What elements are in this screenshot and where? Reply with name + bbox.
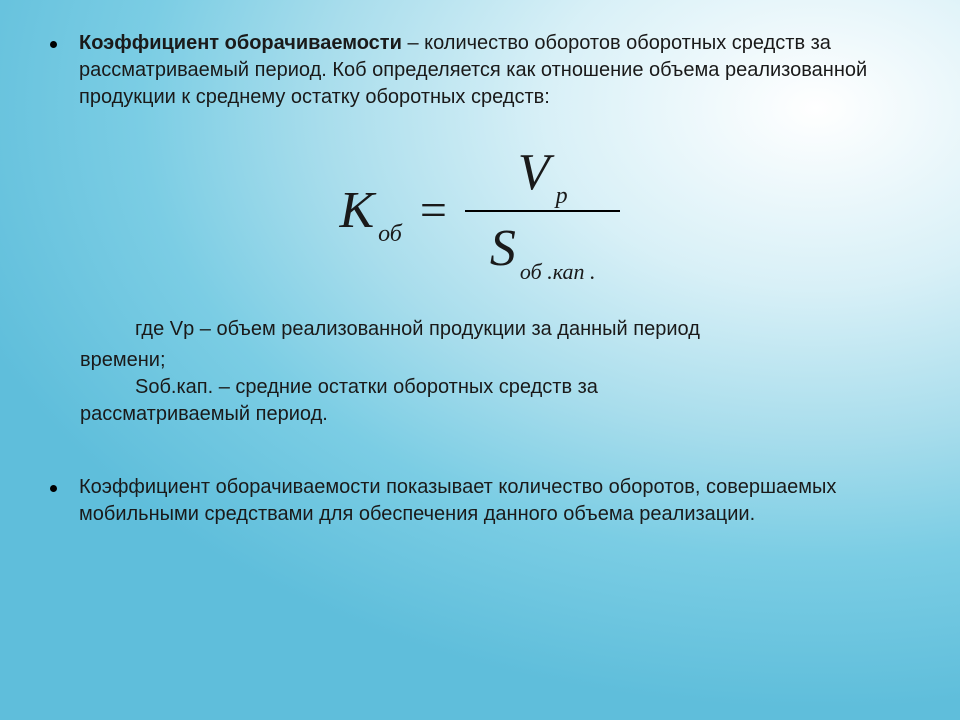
formula-lhs: К об: [340, 176, 402, 246]
formula-numerator: V р: [493, 136, 593, 210]
where-line-2a: Sоб.кап. – средние остатки оборотных сре…: [80, 374, 910, 401]
spacer: [50, 456, 910, 474]
formula-fraction: V р S об .кап .: [465, 136, 621, 286]
formula-eq: =: [420, 179, 447, 244]
bullet-1-text: Коэффициент оборачиваемости – количество…: [79, 30, 910, 111]
formula: К об = V р S об .кап .: [50, 136, 910, 286]
formula-inline: К об = V р S об .кап .: [340, 136, 621, 286]
formula-denominator: S об .кап .: [465, 212, 621, 286]
where-line-2b: рассматриваемый период.: [80, 401, 910, 428]
bullet-1: Коэффициент оборачиваемости – количество…: [50, 30, 910, 111]
bullet-2-body: Коэффициент оборачиваемости показывает к…: [79, 474, 910, 528]
formula-numer-sub: р: [556, 180, 568, 212]
where-line-1b: времени;: [80, 347, 910, 374]
bullet-dot-icon: [50, 485, 57, 492]
bullet-dot-icon: [50, 41, 57, 48]
formula-denom-sub: об .кап .: [520, 257, 596, 287]
bullet-2: Коэффициент оборачиваемости показывает к…: [50, 474, 910, 528]
formula-lhs-sub: об: [378, 218, 402, 250]
formula-lhs-main: К: [340, 176, 375, 246]
formula-denom-main: S: [490, 214, 516, 284]
where-block: где Vр – объем реализованной продукции з…: [80, 316, 910, 428]
formula-numer-main: V: [518, 138, 550, 208]
bullet-1-title: Коэффициент оборачиваемости: [79, 32, 402, 54]
where-line-1a: где Vр – объем реализованной продукции з…: [80, 316, 910, 343]
